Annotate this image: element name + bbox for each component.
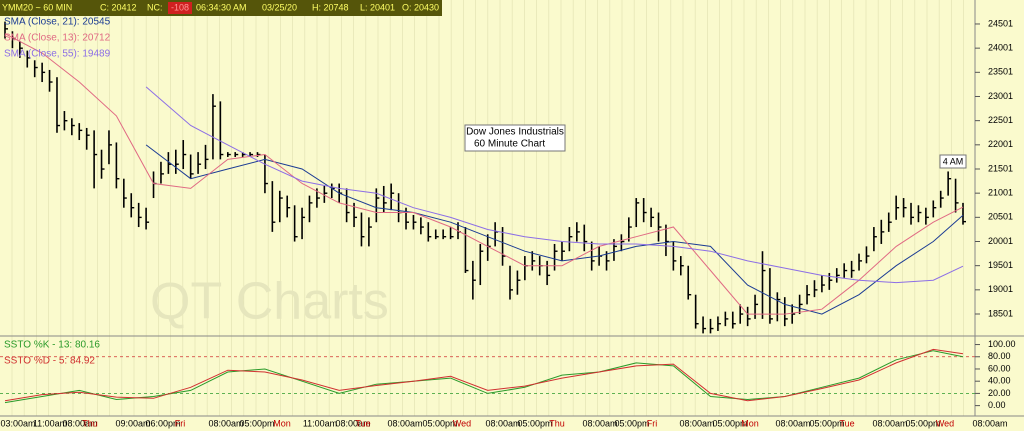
- annotation-box: [464, 124, 566, 152]
- legend-entry: SSTO %D - 5: 84.92: [4, 356, 95, 367]
- x-tick-label: 09:00am: [115, 418, 150, 428]
- y-tick-label: 60.00: [988, 363, 1011, 373]
- x-tick-label: 05:00pm: [905, 418, 940, 428]
- y-tick-label: 20001: [988, 236, 1013, 246]
- x-day-label: Tue: [839, 418, 854, 428]
- y-tick-label: 0.00: [988, 400, 1006, 410]
- y-tick-label: 19001: [988, 284, 1013, 294]
- y-tick-label: 22001: [988, 139, 1013, 149]
- x-tick-label: 05:00pm: [422, 418, 457, 428]
- y-tick-label: 40.00: [988, 376, 1011, 386]
- low: L: 20401: [360, 2, 395, 12]
- nc-value: -108: [171, 2, 189, 12]
- y-tick-label: 24001: [988, 43, 1013, 53]
- watermark: QT Charts: [150, 273, 389, 331]
- x-tick-label: 11:00am: [33, 418, 67, 428]
- y-tick-label: 21501: [988, 163, 1013, 173]
- indicator-line: [145, 86, 964, 284]
- y-tick-label: 23501: [988, 67, 1013, 77]
- y-tick-label: 20501: [988, 212, 1013, 222]
- x-tick-label: 05:00pm: [517, 418, 552, 428]
- x-day-label: Tue: [355, 418, 370, 428]
- x-tick-label: 08:00am: [972, 418, 1007, 428]
- symbol: YMM20 ~ 60 MIN: [2, 2, 72, 12]
- indicator-line: [4, 348, 964, 402]
- marker-box: [939, 154, 967, 169]
- y-tick-label: 18501: [988, 308, 1013, 318]
- x-tick-label: 05:00pm: [614, 418, 649, 428]
- annotation: 60 Minute Chart: [474, 139, 545, 150]
- nc: NC:: [147, 2, 163, 12]
- y-tick-label: 80.00: [988, 351, 1011, 361]
- x-day-label: Wed: [453, 418, 471, 428]
- x-tick-label: 06:00pm: [145, 418, 180, 428]
- indicator-line: [145, 144, 964, 315]
- x-day-label: Mon: [741, 418, 759, 428]
- legend-entry: SMA (Close, 55): 19489: [4, 49, 111, 60]
- y-tick-label: 22501: [988, 115, 1013, 125]
- y-tick-label: 100.00: [988, 339, 1016, 349]
- marker-label: 4 AM: [943, 156, 964, 166]
- x-tick-label: 08:00am: [485, 418, 520, 428]
- x-day-label: Thu: [549, 418, 565, 428]
- x-tick-label: 05:00pm: [239, 418, 274, 428]
- time: 06:34:30 AM: [196, 2, 247, 12]
- indicator-line: [4, 33, 964, 315]
- close: C: 20412: [100, 2, 137, 12]
- x-day-label: Fri: [647, 418, 658, 428]
- legend-entry: SMA (Close, 13): 20712: [4, 33, 111, 44]
- vertical-grid: [11, 0, 964, 416]
- x-tick-label: 08:00am: [335, 418, 370, 428]
- x-tick-label: 05:00pm: [809, 418, 844, 428]
- y-tick-label: 23001: [988, 91, 1013, 101]
- nc-box: [168, 2, 192, 14]
- y-tick-label: 21001: [988, 188, 1013, 198]
- legend-entry: SMA (Close, 21): 20545: [4, 17, 111, 28]
- header-bar: [0, 0, 442, 16]
- x-tick-label: 08:00am: [62, 418, 97, 428]
- x-day-label: Thu: [82, 418, 98, 428]
- plot: 18501 19001 19501 20001 20501 21001 21501 22001…: [0, 17, 1016, 428]
- x-day-label: Wed: [936, 418, 954, 428]
- y-tick-label: 19501: [988, 260, 1013, 270]
- legend-entry: SSTO %K - 13: 80.16: [4, 340, 100, 351]
- x-tick-label: 05:00pm: [712, 418, 747, 428]
- x-tick-label: 11:00am: [303, 418, 337, 428]
- annotation: Dow Jones Industrials: [466, 127, 564, 138]
- high: H: 20748: [312, 2, 349, 12]
- x-tick-label: 08:00am: [775, 418, 810, 428]
- x-tick-label: 08:00am: [582, 418, 617, 428]
- x-day-label: Fri: [175, 418, 186, 428]
- open: O: 20430: [402, 2, 439, 12]
- x-tick-label: 08:00am: [208, 418, 243, 428]
- date: 03/25/20: [262, 2, 297, 12]
- x-tick-label: 08:00am: [872, 418, 907, 428]
- x-tick-label: 03:00am: [0, 418, 35, 428]
- x-tick-label: 08:00am: [679, 418, 714, 428]
- y-tick-label: 20.00: [988, 388, 1011, 398]
- x-day-label: Mon: [273, 418, 291, 428]
- y-tick-label: 24501: [988, 18, 1013, 28]
- x-tick-label: 08:00am: [387, 418, 422, 428]
